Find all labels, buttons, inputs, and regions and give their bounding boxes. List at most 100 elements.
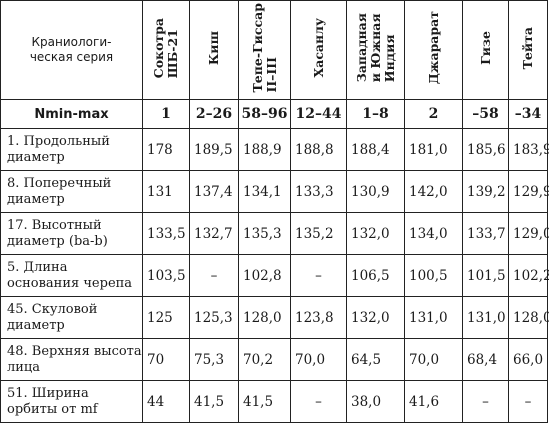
table-cell: 41,5 — [189, 380, 239, 423]
table-cell: 100,5 — [404, 254, 463, 297]
header-series-label-text: Краниологи-ческая серия — [29, 35, 114, 64]
column-header: Тейта — [508, 0, 548, 100]
column-header: Хасанлу — [290, 0, 347, 100]
table-cell: 135,2 — [290, 212, 347, 255]
table-row: 48. Верхняя высота лица 70 75,3 70,2 70,0 64,… — [0, 338, 548, 381]
table-cell: – — [508, 380, 548, 423]
table-cell: 66,0 — [508, 338, 548, 381]
table-cell: 137,4 — [189, 170, 239, 213]
table-cell: – — [290, 380, 347, 423]
row-label: 5. Длина основания черепа — [0, 254, 143, 297]
table-cell: 130,9 — [346, 170, 405, 213]
table-cell: 132,0 — [346, 296, 405, 339]
craniology-table: Краниологи-ческая серия Сокотра ШБ-21 Киш Т… — [0, 0, 549, 423]
table-row: 5. Длина основания черепа 103,5–102,8–106… — [0, 254, 549, 297]
column-header: Джарарат — [404, 0, 463, 100]
row-label: 48. Верхняя высота лица — [0, 338, 143, 381]
row-label: 8. Поперечный диаметр — [0, 170, 143, 213]
table-cell: 135,3 — [238, 212, 291, 255]
n-cell: 58–96 — [238, 99, 291, 129]
table-cell: 102,8 — [238, 254, 291, 297]
table-cell: 44 — [142, 380, 190, 423]
table-cell: 185,6 — [462, 128, 509, 171]
table-cell: 128,0 — [238, 296, 291, 339]
table-cell: 70 — [142, 338, 190, 381]
n-cell: 1–8 — [346, 99, 405, 129]
table-cell: 139,2 — [462, 170, 509, 213]
n-cell: 12–44 — [290, 99, 347, 129]
column-header: Западная и Южная Индия — [346, 0, 405, 100]
table-cell: 178 — [142, 128, 190, 171]
table-cell: 183,9 — [508, 128, 549, 171]
column-header-text: Гизе — [477, 31, 493, 65]
table-cell: 132,7 — [189, 212, 239, 255]
table-cell: 188,9 — [238, 128, 291, 171]
table-cell: 131,0 — [462, 296, 509, 339]
table-cell: – — [189, 254, 239, 297]
table-cell: – — [462, 380, 509, 423]
column-header-text: Джарарат — [425, 11, 441, 85]
table-cell: 101,5 — [462, 254, 509, 297]
row-label: 17. Высотный диаметр (ba-b) — [0, 212, 143, 255]
table-cell: 106,5 — [346, 254, 405, 297]
table-cell: 125,3 — [189, 296, 239, 339]
table-cell: 142,0 — [404, 170, 463, 213]
table-cell: 189,5 — [189, 128, 239, 171]
table-cell: 129,9 — [508, 170, 549, 213]
table-cell: 181,0 — [404, 128, 463, 171]
table-cell: 123,8 — [290, 296, 347, 339]
table-cell: 128,0 — [508, 296, 549, 339]
table-cell: 188,4 — [346, 128, 405, 171]
n-row: Nmin-max 1 2–26 58–96 12–44 1–8 2 –58 –34 — [0, 99, 548, 129]
table-cell: 70,2 — [238, 338, 291, 381]
table-cell: 134,1 — [238, 170, 291, 213]
table-cell: 102,2 — [508, 254, 549, 297]
table-cell: 134,0 — [404, 212, 463, 255]
table-cell: 41,5 — [238, 380, 291, 423]
row-label: 51. Ширина орбиты от mf — [0, 380, 143, 423]
table-row: 1. Продольный диаметр 178 189,5 188,9 188,8 1… — [0, 128, 549, 171]
table-cell: 132,0 — [346, 212, 405, 255]
n-cell: –34 — [508, 99, 548, 129]
table-cell: 75,3 — [189, 338, 239, 381]
column-header-text: Хасанлу — [310, 18, 326, 78]
column-header: Киш — [189, 0, 239, 100]
table-cell: 129,0 — [508, 212, 549, 255]
column-header: Гизе — [462, 0, 509, 100]
table-cell: 68,4 — [462, 338, 509, 381]
n-cell: 1 — [142, 99, 190, 129]
table-row: 17. Высотный диаметр (ba-b) 133,5 132,7 135… — [0, 212, 549, 255]
column-header-text: Киш — [206, 30, 221, 66]
row-label: 45. Скуловой диаметр — [0, 296, 143, 339]
table-cell: 103,5 — [142, 254, 190, 297]
table-row: 51. Ширина орбиты от mf 44 41,5 41,5–38,0 41… — [0, 380, 548, 423]
table-cell: 41,6 — [404, 380, 463, 423]
n-cell: 2 — [404, 99, 463, 129]
n-cell: –58 — [462, 99, 509, 129]
header-series-label: Краниологи-ческая серия — [0, 0, 143, 100]
table-cell: 131 — [142, 170, 190, 213]
n-row-label: Nmin-max — [0, 99, 143, 129]
table-cell: 125 — [142, 296, 190, 339]
table-cell: 70,0 — [404, 338, 463, 381]
table-row: 8. Поперечный диаметр 131 137,4 134,1 133,3 1… — [0, 170, 549, 213]
table-cell: 131,0 — [404, 296, 463, 339]
column-header-text: Тепе-Гиссар II–III — [249, 3, 279, 93]
table-cell: 133,3 — [290, 170, 347, 213]
column-header: Сокотра ШБ-21 — [142, 0, 190, 100]
table-cell: 64,5 — [346, 338, 405, 381]
table-cell: 38,0 — [346, 380, 405, 423]
column-header-text: Западная и Южная Индия — [353, 13, 397, 83]
column-header: Тепе-Гиссар II–III — [238, 0, 291, 100]
header-row: Краниологи-ческая серия Сокотра ШБ-21 Киш Т… — [0, 0, 548, 100]
table-cell: 70,0 — [290, 338, 347, 381]
column-header-text: Сокотра ШБ-21 — [151, 17, 180, 79]
n-cell: 2–26 — [189, 99, 239, 129]
table-cell: 133,5 — [142, 212, 190, 255]
table-cell: 188,8 — [290, 128, 347, 171]
row-label: 1. Продольный диаметр — [0, 128, 143, 171]
table-row: 45. Скуловой диаметр 125 125,3 128,0 123,8 13… — [0, 296, 549, 339]
column-header-text: Тейта — [520, 26, 535, 70]
table-cell: – — [290, 254, 347, 297]
table-cell: 133,7 — [462, 212, 509, 255]
